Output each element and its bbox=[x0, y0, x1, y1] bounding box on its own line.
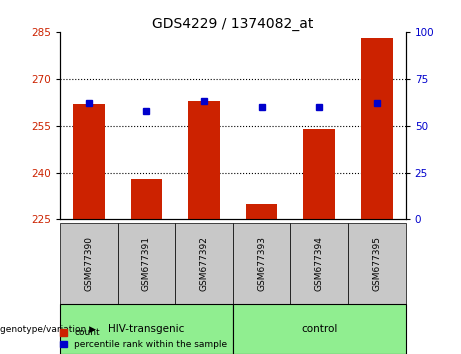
Text: GSM677391: GSM677391 bbox=[142, 236, 151, 291]
Bar bbox=[60, 223, 118, 304]
Legend: count, percentile rank within the sample: count, percentile rank within the sample bbox=[60, 329, 227, 349]
Text: genotype/variation ▶: genotype/variation ▶ bbox=[0, 325, 96, 333]
Bar bbox=[175, 223, 233, 304]
Text: GSM677392: GSM677392 bbox=[200, 236, 208, 291]
Text: GSM677394: GSM677394 bbox=[315, 236, 324, 291]
Bar bbox=[118, 223, 175, 304]
Text: control: control bbox=[301, 324, 337, 334]
Text: GSM677390: GSM677390 bbox=[84, 236, 93, 291]
Text: HIV-transgenic: HIV-transgenic bbox=[108, 324, 184, 334]
Text: GSM677393: GSM677393 bbox=[257, 236, 266, 291]
Bar bbox=[348, 223, 406, 304]
Bar bbox=[233, 223, 290, 304]
Bar bbox=[290, 223, 348, 304]
Bar bbox=[303, 129, 335, 219]
Bar bbox=[246, 204, 278, 219]
Text: GSM677395: GSM677395 bbox=[372, 236, 381, 291]
Bar bbox=[60, 304, 233, 354]
Bar bbox=[361, 38, 393, 219]
Bar bbox=[130, 179, 162, 219]
Title: GDS4229 / 1374082_at: GDS4229 / 1374082_at bbox=[152, 17, 313, 31]
Bar bbox=[188, 101, 220, 219]
Bar bbox=[73, 104, 105, 219]
Bar bbox=[233, 304, 406, 354]
